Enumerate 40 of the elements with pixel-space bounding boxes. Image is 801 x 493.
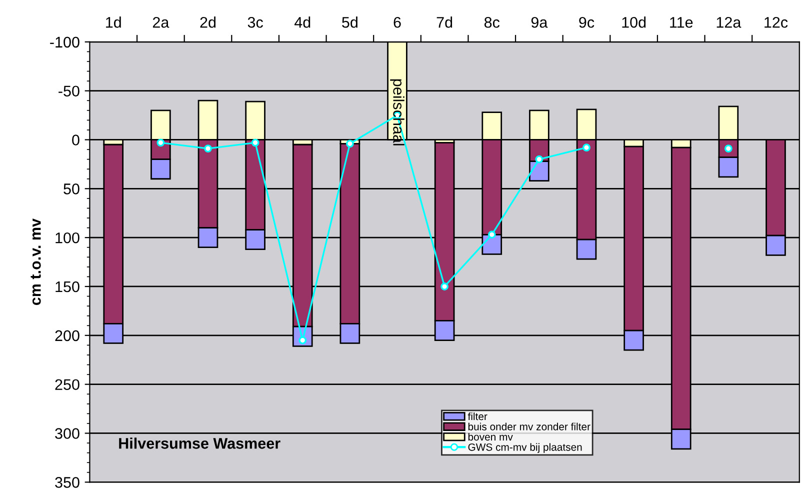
y-tick-label: 50 xyxy=(64,184,80,194)
y-tick-label: 350 xyxy=(55,477,80,488)
x-tick-label: 10d xyxy=(622,16,646,28)
y-tick-label: 250 xyxy=(55,379,80,390)
x-tick-label: 4d xyxy=(294,16,310,28)
y-tick-label: 100 xyxy=(56,232,80,244)
x-tick-label: 6 xyxy=(394,16,401,28)
x-tick-label: 1d xyxy=(106,16,121,28)
y-tick-label: -100 xyxy=(50,36,80,48)
point xyxy=(488,230,496,239)
point xyxy=(251,138,260,147)
annotation: Hilversumse Wasmeer xyxy=(119,438,280,449)
y-axis-title: cm t.o.v. mv xyxy=(30,218,41,306)
point xyxy=(535,155,544,164)
annotation: peilschaal xyxy=(390,79,404,146)
x-tick-label: 7d xyxy=(436,16,452,28)
legend-label: boven mv xyxy=(468,432,513,441)
x-tick-label: 9c xyxy=(579,16,594,28)
legend-label: filter xyxy=(468,412,488,420)
point xyxy=(204,144,212,153)
y-tick-label: 150 xyxy=(56,281,80,292)
x-tick-label: 9a xyxy=(531,16,548,28)
y-tick-label: -50 xyxy=(58,86,80,97)
x-tick-label: 5d xyxy=(342,16,358,28)
x-tick-label: 11e xyxy=(670,17,693,28)
y-tick-label: 300 xyxy=(55,428,80,439)
x-tick-label: 3c xyxy=(248,16,263,28)
point xyxy=(440,282,449,290)
legend-label: GWS cm-mv bij plaatsen xyxy=(468,443,582,453)
point xyxy=(582,144,590,152)
legend-label: buis onder mv zonder filter xyxy=(468,422,590,430)
y-tick-label: 200 xyxy=(55,330,80,342)
x-tick-label: 8c xyxy=(484,16,500,28)
x-tick-label: 12a xyxy=(716,16,742,28)
y-tick-label: 0 xyxy=(72,134,80,146)
x-tick-label: 12c xyxy=(764,16,788,28)
x-tick-label: 2a xyxy=(152,16,170,28)
point xyxy=(156,138,165,147)
point xyxy=(346,140,354,148)
x-tick-label: 2d xyxy=(200,16,216,28)
